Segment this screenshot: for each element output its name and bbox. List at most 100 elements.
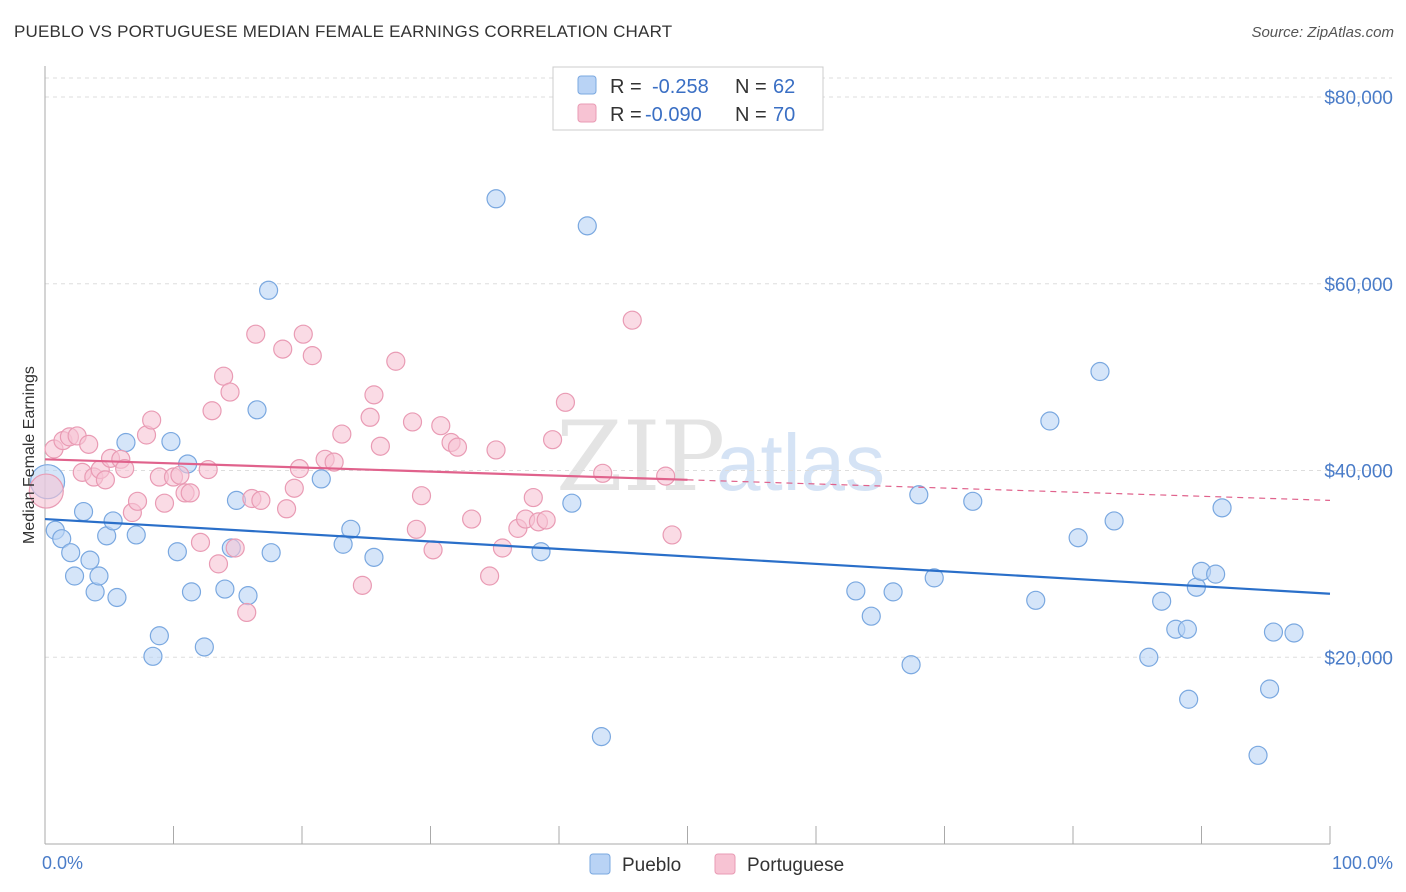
pueblo-point [1040, 411, 1060, 431]
portuguese-point [237, 602, 257, 623]
stats-pueblo-n-value: 62 [773, 76, 795, 98]
portuguese-point [28, 473, 64, 509]
portuguese-point [622, 310, 642, 330]
stats-portuguese-n-value: 70 [773, 104, 795, 126]
portuguese-point [352, 575, 372, 595]
portuguese-point [593, 463, 613, 483]
portuguese-point [555, 392, 576, 412]
pueblo-point [901, 655, 921, 675]
portuguese-point [447, 437, 468, 457]
pueblo-point [73, 501, 94, 522]
portuguese-point [486, 440, 506, 460]
pueblo-point [1139, 647, 1159, 667]
pueblo-point [846, 581, 866, 601]
portuguese-point [220, 382, 240, 402]
portuguese-point [656, 466, 676, 486]
pueblo-point [89, 566, 109, 586]
watermark-zip: ZIP [556, 401, 725, 513]
portuguese-points [28, 310, 682, 623]
pueblo-point [143, 646, 163, 666]
portuguese-point [276, 499, 297, 519]
portuguese-point [492, 538, 513, 558]
pueblo-point [1090, 361, 1110, 382]
portuguese-point [95, 470, 115, 490]
watermark: ZIP atlas [556, 401, 885, 513]
pueblo-trend-line [44, 517, 1331, 595]
pueblo-point [1179, 689, 1199, 709]
y-axis-label: Median Female Earnings [21, 366, 38, 544]
portuguese-point [480, 566, 500, 586]
portuguese-point [423, 540, 443, 560]
portuguese-point [462, 509, 482, 529]
portuguese-point [246, 324, 266, 344]
pueblo-point [311, 469, 331, 489]
portuguese-point [251, 490, 271, 510]
stats-portuguese-n-label: N = [735, 104, 767, 126]
portuguese-point [411, 486, 432, 506]
portuguese-point [202, 401, 222, 421]
pueblo-point [963, 491, 983, 511]
chart-title: PUEBLO VS PORTUGUESE MEDIAN FEMALE EARNI… [14, 22, 673, 41]
pueblo-point [116, 432, 136, 453]
pueblo-point [149, 626, 169, 646]
pueblo-point [1284, 623, 1304, 643]
watermark-atlas: atlas [716, 418, 885, 507]
pueblo-point [531, 542, 551, 562]
pueblo-point [161, 431, 181, 452]
portuguese-point [332, 424, 352, 444]
stats-pueblo-n-label: N = [735, 76, 767, 98]
pueblo-point [591, 727, 612, 747]
portuguese-point [402, 412, 423, 432]
portuguese-point [364, 385, 384, 405]
tick-labels: $20,000 $40,000 $60,000 $80,000 0.0% 100.0% [42, 88, 1393, 873]
portuguese-point [154, 493, 175, 513]
portuguese-point [386, 351, 406, 371]
pueblo-point [333, 534, 353, 554]
legend: Pueblo Portuguese [589, 853, 844, 876]
pueblo-point [1248, 745, 1268, 765]
portuguese-point [170, 465, 190, 485]
legend-swatch-pueblo [589, 853, 611, 875]
portuguese-point [293, 324, 313, 344]
pueblo-point [1068, 528, 1088, 548]
pueblo-point [1260, 679, 1280, 699]
stats-portuguese-r-label: R = [610, 104, 642, 126]
pueblo-point [1206, 564, 1226, 584]
portuguese-point [302, 346, 322, 366]
x-tick-label-min: 0.0% [42, 853, 83, 873]
pueblo-point [861, 606, 881, 626]
trend-lines [44, 458, 1331, 595]
portuguese-point [431, 416, 451, 436]
portuguese-point [208, 554, 229, 574]
portuguese-point [662, 525, 682, 545]
pueblo-point [194, 637, 214, 657]
pueblo-point [261, 543, 281, 563]
portuguese-point [284, 478, 304, 498]
y-tick-label: $20,000 [1324, 648, 1393, 669]
legend-label-pueblo: Pueblo [622, 855, 681, 876]
pueblo-point [215, 579, 235, 599]
pueblo-point [341, 519, 361, 539]
pueblo-point [1177, 619, 1197, 639]
pueblo-point [103, 511, 123, 531]
pueblo-point [85, 582, 105, 602]
source-credit: Source: ZipAtlas.com [1251, 24, 1394, 41]
pueblo-point [61, 543, 81, 563]
pueblo-point [883, 582, 903, 602]
portuguese-point [542, 430, 563, 450]
pueblo-point [577, 216, 597, 236]
portuguese-point [324, 452, 344, 472]
legend-swatch-portuguese [714, 853, 736, 875]
portuguese-point [127, 491, 148, 511]
stats-swatch-portuguese [577, 103, 597, 123]
stats-pueblo-r-label: R = [610, 76, 642, 98]
axes [44, 66, 1331, 845]
pueblo-point [924, 568, 944, 588]
pueblo-point [52, 529, 72, 549]
pueblo-point [1104, 511, 1124, 531]
pueblo-point [167, 542, 187, 562]
portuguese-point [360, 407, 380, 427]
legend-label-portuguese: Portuguese [747, 855, 844, 876]
portuguese-point [370, 436, 390, 456]
pueblo-point [1212, 498, 1232, 518]
